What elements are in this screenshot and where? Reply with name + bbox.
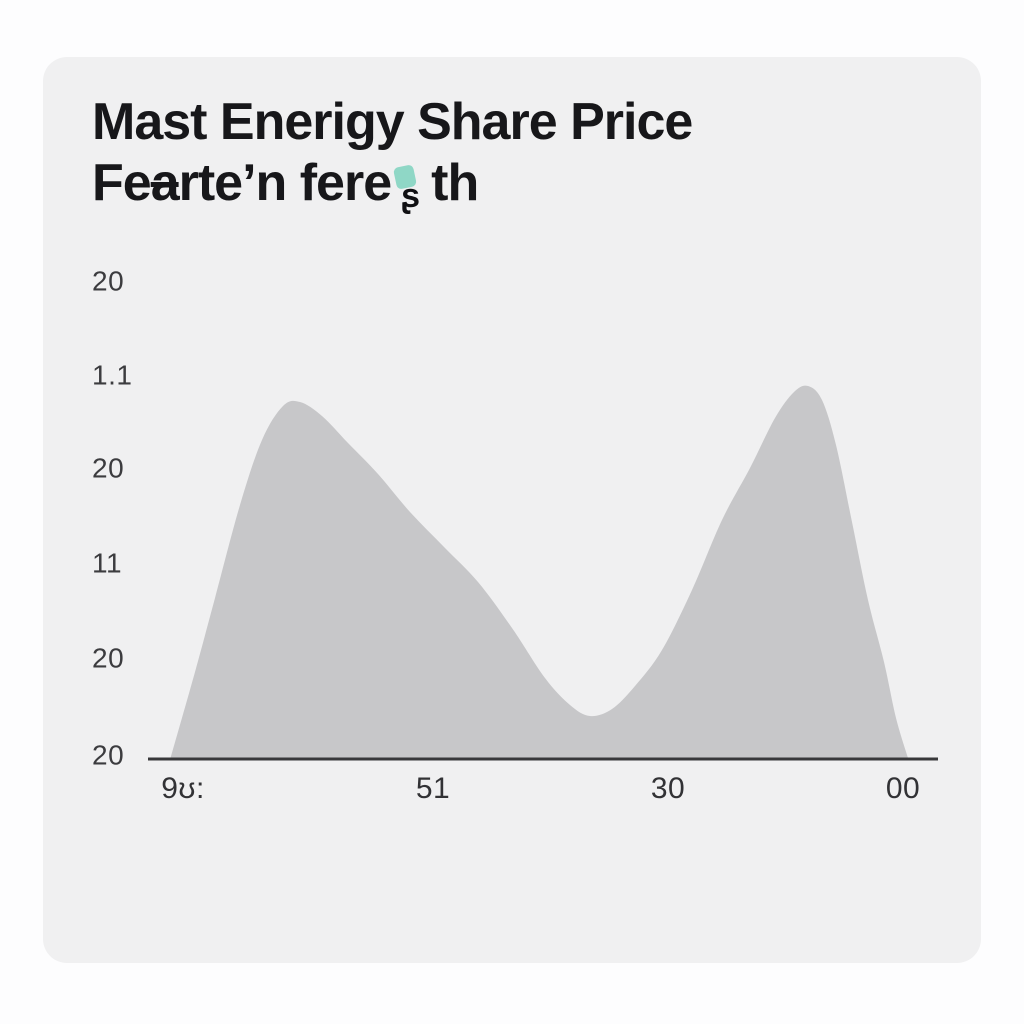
teal-artifact-mark: ʂ	[393, 164, 423, 215]
title-line2-seg3: rte’n fere	[178, 154, 393, 212]
chart-title: Mast Enerigy Share Price Fearte’n fere ʂ t…	[92, 92, 693, 215]
chart-title-line1: Mast Enerigy Share Price	[92, 93, 693, 151]
chart-title-line2: Fearte’n fere ʂ th	[92, 153, 692, 215]
area-series	[170, 385, 908, 760]
artifact-squiggle-glyph: ʂ	[401, 177, 421, 215]
title-line2-struck-a: a	[150, 154, 180, 212]
title-line2-seg4: th	[431, 154, 479, 212]
title-line2-seg1: Fe	[92, 154, 152, 212]
